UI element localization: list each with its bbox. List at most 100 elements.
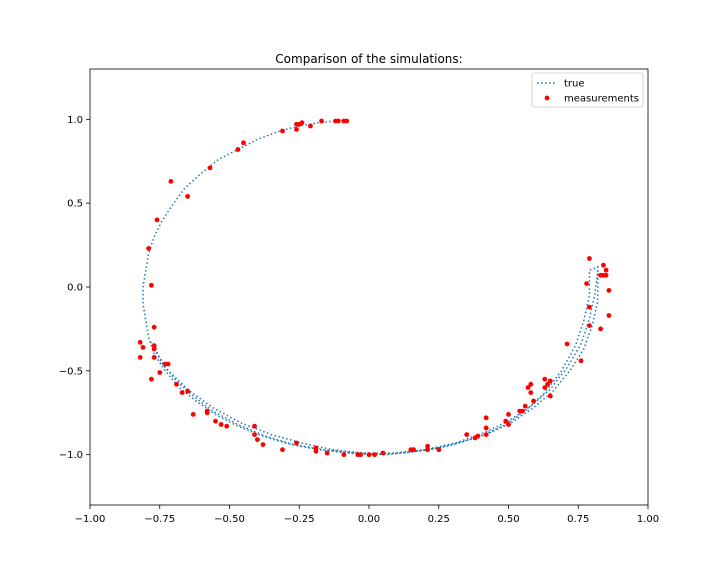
x-tick-label: −0.50: [214, 514, 245, 525]
measurement-point-75: [542, 376, 548, 382]
chart-title: Comparison of the simulations:: [275, 52, 462, 66]
measurement-point-8: [294, 126, 299, 132]
measurement-point-41: [255, 437, 260, 442]
measurement-point-50: [358, 452, 363, 458]
measurement-point-31: [185, 388, 191, 394]
measurement-point-33: [190, 412, 196, 417]
measurement-point-58: [436, 447, 442, 453]
measurement-point-44: [294, 440, 299, 446]
x-tick-label: −1.00: [75, 514, 106, 525]
measurement-point-85: [587, 256, 592, 261]
measurement-point-36: [213, 418, 218, 424]
measurement-point-18: [149, 282, 154, 288]
measurement-point-15: [185, 194, 191, 199]
y-tick-label: 0.5: [67, 199, 83, 210]
measurement-point-16: [154, 217, 160, 223]
y-tick-label: 0.0: [67, 283, 83, 294]
measurement-point-57: [425, 447, 430, 453]
measurement-point-69: [520, 408, 525, 414]
measurement-point-37: [218, 422, 224, 427]
measurement-point-48: [341, 452, 347, 458]
x-tick-label: 0.50: [497, 514, 519, 525]
x-tick-label: 1.00: [637, 514, 659, 525]
measurement-point-81: [578, 358, 584, 364]
measurement-point-9: [294, 121, 299, 127]
measurement-point-51: [366, 452, 372, 458]
measurement-point-52: [372, 452, 377, 458]
legend: true measurements: [531, 72, 644, 108]
measurement-point-10: [280, 128, 285, 134]
measurement-point-91: [603, 272, 609, 278]
measurement-point-46: [313, 448, 319, 454]
x-tick-label: 0.75: [567, 514, 589, 525]
measurement-point-56: [425, 443, 430, 449]
legend-true-label: true: [564, 79, 585, 90]
measurement-point-3: [333, 118, 338, 124]
x-tick-label: 0.25: [428, 514, 450, 525]
plot-area: [137, 118, 612, 458]
measurement-point-17: [146, 246, 152, 251]
measurement-point-73: [528, 390, 534, 395]
measurement-point-65: [503, 418, 509, 424]
measurement-point-78: [547, 378, 553, 384]
measurement-point-25: [151, 355, 157, 360]
measurement-point-80: [564, 341, 570, 347]
measurement-point-35: [204, 410, 210, 416]
measurement-point-29: [149, 376, 154, 382]
measurement-point-66: [506, 412, 511, 417]
measurement-point-42: [260, 442, 266, 447]
measurement-point-22: [151, 343, 157, 349]
legend-box: [531, 72, 644, 108]
measurement-point-61: [475, 433, 481, 439]
measurement-point-13: [207, 165, 213, 171]
measurement-point-84: [587, 323, 592, 328]
legend-measurements-marker: [544, 95, 550, 101]
measurement-point-39: [252, 423, 257, 429]
measurement-point-27: [162, 361, 168, 367]
measurement-point-23: [151, 346, 157, 352]
y-axis: −1.0 −0.5 0.0 0.5 1.0: [59, 115, 90, 461]
measurement-point-63: [483, 425, 489, 431]
measurement-point-30: [174, 381, 179, 387]
series-true-line: [142, 120, 599, 456]
measurement-point-93: [606, 313, 612, 318]
measurement-point-28: [157, 370, 163, 375]
measurement-point-12: [235, 147, 241, 152]
measurement-point-1: [341, 118, 347, 124]
measurement-point-62: [483, 415, 489, 421]
x-tick-label: −0.75: [144, 514, 175, 525]
measurement-point-88: [601, 262, 606, 268]
measurement-point-20: [137, 339, 143, 345]
x-tick-label: 0.00: [358, 514, 380, 525]
measurement-point-53: [380, 450, 386, 456]
x-axis: −1.00 −0.75 −0.50 −0.25 0.00 0.25 0.50 0.75 1.00: [75, 505, 659, 525]
measurement-point-76: [542, 385, 548, 390]
measurement-point-43: [280, 447, 285, 453]
measurement-point-14: [168, 179, 174, 184]
measurement-point-82: [584, 281, 589, 286]
measurement-point-4: [319, 118, 324, 124]
measurement-point-59: [464, 432, 470, 437]
measurement-point-21: [140, 345, 146, 350]
measurement-point-32: [179, 390, 185, 395]
measurement-point-5: [308, 123, 313, 129]
x-tick-label: −0.25: [284, 514, 315, 525]
measurement-point-77: [545, 381, 550, 387]
measurement-point-71: [525, 385, 531, 390]
y-tick-label: −1.0: [59, 450, 83, 461]
legend-measurements-label: measurements: [564, 94, 639, 105]
measurement-point-38: [224, 423, 230, 429]
measurement-point-19: [151, 324, 157, 330]
measurement-point-90: [603, 267, 609, 273]
measurement-point-72: [528, 381, 534, 387]
y-tick-label: 1.0: [67, 115, 83, 126]
measurement-point-55: [411, 447, 416, 453]
measurement-point-83: [587, 304, 592, 310]
measurement-point-67: [506, 422, 511, 427]
measurement-point-45: [313, 445, 319, 451]
measurement-point-79: [547, 393, 553, 399]
measurement-point-24: [137, 355, 143, 360]
measurement-point-40: [252, 432, 257, 437]
measurement-point-64: [483, 432, 489, 437]
